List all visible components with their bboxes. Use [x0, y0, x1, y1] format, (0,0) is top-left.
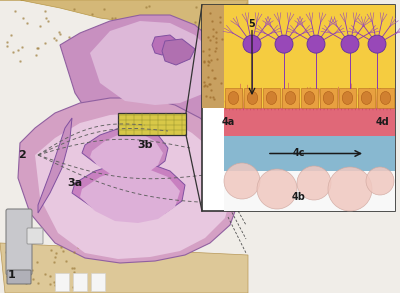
Bar: [118, 113, 186, 135]
Bar: [225, 88, 242, 108]
Circle shape: [257, 169, 297, 209]
Text: 4d: 4d: [376, 117, 390, 127]
Ellipse shape: [228, 91, 239, 105]
Text: 2: 2: [18, 150, 26, 160]
Bar: [224, 108, 395, 136]
Ellipse shape: [304, 91, 315, 105]
Polygon shape: [150, 0, 248, 73]
Ellipse shape: [285, 91, 296, 105]
Circle shape: [328, 167, 372, 211]
Bar: [282, 88, 299, 108]
Text: 3b: 3b: [137, 140, 153, 150]
Bar: [73, 273, 87, 291]
Polygon shape: [82, 128, 168, 175]
Circle shape: [307, 35, 325, 53]
Polygon shape: [90, 21, 215, 105]
Bar: [244, 88, 261, 108]
Ellipse shape: [380, 91, 391, 105]
Circle shape: [297, 166, 331, 200]
Bar: [202, 5, 395, 108]
Text: 4c: 4c: [292, 149, 305, 159]
Bar: [358, 88, 375, 108]
Bar: [224, 136, 395, 171]
Polygon shape: [60, 15, 235, 141]
Polygon shape: [72, 163, 185, 218]
FancyBboxPatch shape: [6, 209, 32, 275]
Bar: [55, 273, 69, 291]
Ellipse shape: [342, 91, 353, 105]
Bar: [377, 88, 394, 108]
Polygon shape: [90, 133, 163, 178]
Circle shape: [366, 167, 394, 195]
Bar: [202, 5, 395, 211]
Bar: [202, 5, 224, 108]
Polygon shape: [162, 39, 195, 65]
Text: 4a: 4a: [221, 117, 235, 127]
Polygon shape: [38, 118, 72, 213]
Bar: [263, 88, 280, 108]
Polygon shape: [0, 0, 248, 73]
Ellipse shape: [323, 91, 334, 105]
Bar: [320, 88, 337, 108]
Bar: [0, 0, 248, 293]
Text: 1: 1: [8, 270, 16, 280]
Polygon shape: [18, 98, 240, 263]
FancyBboxPatch shape: [7, 270, 31, 284]
FancyBboxPatch shape: [27, 228, 43, 244]
Bar: [339, 88, 356, 108]
Ellipse shape: [247, 91, 258, 105]
Circle shape: [243, 35, 261, 53]
Polygon shape: [80, 169, 180, 223]
Ellipse shape: [361, 91, 372, 105]
Bar: [301, 88, 318, 108]
Text: 3a: 3a: [68, 178, 82, 188]
Circle shape: [368, 35, 386, 53]
Bar: [224, 171, 395, 211]
Polygon shape: [0, 243, 248, 293]
Circle shape: [341, 35, 359, 53]
Circle shape: [224, 163, 260, 199]
Text: 5: 5: [249, 18, 255, 28]
Text: 4b: 4b: [292, 192, 306, 202]
Circle shape: [275, 35, 293, 53]
Ellipse shape: [266, 91, 277, 105]
Polygon shape: [35, 113, 232, 259]
Bar: [91, 273, 105, 291]
Polygon shape: [152, 35, 180, 55]
